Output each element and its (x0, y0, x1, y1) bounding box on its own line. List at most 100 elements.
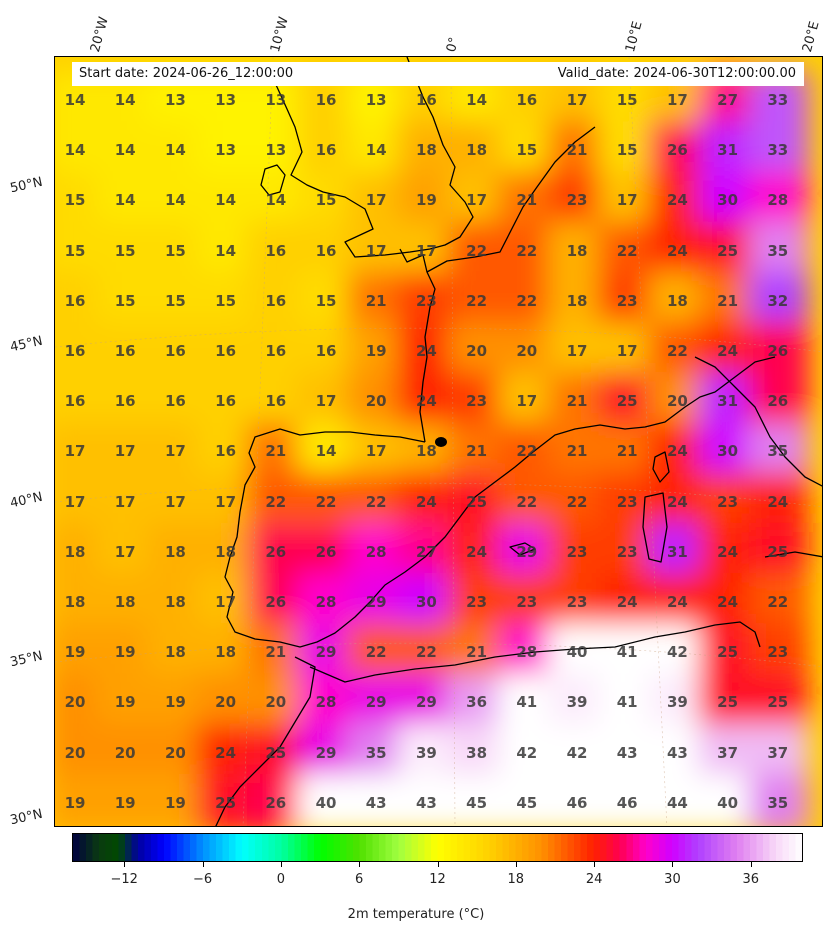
grid-value-label: 17 (365, 442, 387, 461)
field-cell (246, 773, 307, 826)
field-cell (648, 773, 709, 826)
grid-value-label: 18 (64, 542, 86, 561)
grid-value-label: 16 (265, 342, 287, 360)
colorbar-tick (202, 862, 204, 867)
field-cell (648, 221, 709, 282)
grid-value-label: 16 (516, 91, 538, 109)
grid-value-label: 16 (315, 91, 337, 109)
grid-value-label: 37 (717, 743, 739, 762)
grid-value-label: 31 (717, 141, 739, 160)
grid-value-label: 20 (164, 743, 186, 762)
grid-value-label: 40 (315, 793, 337, 812)
coastline-corsica (652, 451, 670, 483)
grid-value-label: 42 (666, 643, 688, 662)
grid-value-label: 18 (114, 593, 136, 611)
grid-value-label: 29 (365, 693, 387, 712)
field-cell (548, 171, 608, 232)
field-cell (347, 171, 408, 232)
field-cell (698, 522, 759, 583)
field-cell (297, 221, 357, 282)
coastline-britain (264, 57, 474, 258)
colorbar-tick-label: 12 (429, 872, 446, 887)
temperature-map (55, 57, 822, 826)
grid-value-label: 14 (215, 241, 237, 260)
grid-value-label: 33 (767, 141, 789, 160)
field-cell (297, 623, 357, 684)
grid-value-label: 18 (215, 542, 237, 561)
field-cell (96, 623, 157, 684)
coastline-sardinia (642, 492, 668, 563)
grid-value-label: 24 (666, 241, 688, 260)
field-cell (146, 271, 207, 332)
field-cell (748, 322, 809, 382)
grid-value-label: 42 (566, 743, 588, 762)
grid-value-label: 14 (114, 141, 136, 160)
grid-value-label: 18 (466, 141, 488, 160)
field-cell (146, 773, 207, 826)
grid-value-label: 18 (415, 141, 437, 160)
field-cell (146, 121, 207, 182)
grid-value-label: 23 (415, 291, 437, 310)
grid-value-label: 14 (315, 442, 337, 461)
grid-value-label: 23 (566, 593, 588, 611)
grid-value-label: 26 (265, 542, 287, 561)
colorbar-tick (594, 862, 596, 867)
field-cell (698, 322, 759, 382)
field-cell (598, 171, 659, 232)
grid-value-label: 23 (616, 542, 638, 561)
grid-value-label: 37 (767, 743, 789, 762)
field-cell (698, 121, 759, 182)
grid-value-label: 25 (717, 693, 739, 712)
grid-value-label: 31 (717, 392, 739, 411)
grid-value-label: 45 (516, 793, 538, 812)
grid-value-label: 22 (516, 241, 538, 260)
field-cell (447, 472, 508, 533)
grid-value-label: 17 (566, 91, 588, 109)
field-cell (196, 623, 257, 684)
grid-value-label: 30 (717, 442, 739, 461)
grid-value-label: 39 (415, 743, 437, 762)
grid-value-label: 23 (466, 593, 488, 611)
field-cell (347, 121, 408, 182)
grid-value-label: 14 (114, 191, 136, 210)
grid-value-label: 13 (164, 91, 186, 109)
grid-value-label: 22 (767, 593, 789, 611)
field-cell (196, 221, 257, 282)
field-cell (447, 372, 508, 433)
field-cell (347, 522, 408, 583)
field-cell (548, 773, 608, 826)
grid-value-label: 15 (114, 241, 136, 260)
grid-value-label: 19 (164, 793, 186, 812)
grid-value-label: 39 (666, 693, 688, 712)
grid-value-label: 24 (666, 191, 688, 210)
field-cell (698, 623, 759, 684)
grid-value-label: 33 (767, 91, 789, 109)
field-cell (548, 573, 608, 633)
field-cell (96, 723, 157, 784)
field-cell (598, 773, 659, 826)
grid-value-label: 36 (466, 693, 488, 712)
grid-value-label: 40 (717, 793, 739, 812)
lat-label-30n: 30°N (8, 806, 44, 829)
field-cell (246, 623, 307, 684)
grid-value-label: 20 (666, 392, 688, 411)
grid-value-label: 23 (466, 392, 488, 411)
grid-value-label: 13 (265, 141, 287, 160)
grid-value-label: 16 (415, 91, 437, 109)
grid-value-label: 26 (315, 542, 337, 561)
grid-value-label: 21 (265, 643, 287, 662)
lon-label-10w: 10°W (268, 15, 292, 54)
field-cell (447, 121, 508, 182)
grid-value-label: 44 (666, 793, 688, 812)
field-cell (347, 372, 408, 433)
lon-label-20w: 20°W (88, 15, 112, 54)
grid-value-label: 17 (365, 191, 387, 210)
field-cell (748, 171, 809, 232)
grid-value-label: 18 (566, 241, 588, 260)
grid-value-label: 21 (616, 442, 638, 461)
field-cell (246, 673, 307, 734)
grid-value-label: 17 (114, 542, 136, 561)
station-marker (435, 437, 447, 447)
field-cell (196, 322, 257, 382)
field-cell (698, 723, 759, 784)
